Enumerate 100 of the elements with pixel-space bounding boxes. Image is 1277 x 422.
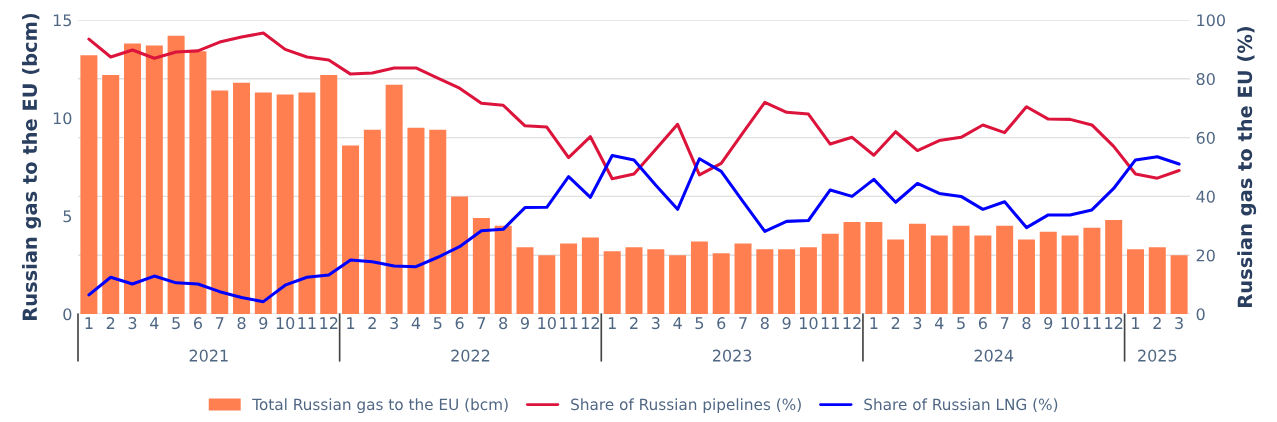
text: 2023 <box>712 349 752 362</box>
bar <box>538 255 556 314</box>
y2-tick-label: 100 <box>1197 14 1225 27</box>
x-tick-label: 10 <box>538 317 556 330</box>
x-tick-label: 5 <box>957 317 965 330</box>
x-tick-label: 4 <box>673 317 682 329</box>
y2-tick-label: 20 <box>1196 249 1215 262</box>
bar <box>80 55 98 314</box>
x-tick-label: 8 <box>1022 317 1031 330</box>
bar <box>560 243 578 314</box>
bar <box>494 225 512 314</box>
text: 2025 <box>1138 349 1177 362</box>
x-tick-label: 6 <box>193 317 202 330</box>
bar <box>342 145 360 314</box>
bar <box>1017 239 1035 314</box>
bar <box>821 233 839 314</box>
x-tick-label: 9 <box>782 317 791 330</box>
x-tick-label: 12 <box>581 317 599 329</box>
bar <box>451 196 469 314</box>
bar <box>429 129 447 314</box>
bar <box>887 239 905 314</box>
x-tick-label: 2 <box>368 317 376 329</box>
bar <box>167 35 185 314</box>
bar <box>669 255 687 314</box>
x-tick-label: 1 <box>347 317 355 329</box>
bar <box>843 221 861 314</box>
bar <box>1148 247 1166 314</box>
x-tick-label: 7 <box>215 317 224 329</box>
bar <box>690 241 708 314</box>
bar <box>1126 249 1144 314</box>
bar <box>1170 255 1188 314</box>
x-tick-label: 12 <box>843 317 861 329</box>
x-tick-label: 10 <box>276 317 295 330</box>
y-tick-label: 0 <box>63 308 72 321</box>
bar <box>799 247 817 314</box>
x-tick-label: 8 <box>237 317 246 330</box>
bar <box>952 225 970 314</box>
bar <box>407 127 425 314</box>
y-tick-label: 10 <box>53 112 72 125</box>
x-tick-label: 11 <box>821 317 839 329</box>
x-tick-label: 8 <box>760 317 769 330</box>
bar <box>974 235 992 314</box>
x-tick-label: 9 <box>1044 317 1053 330</box>
bar <box>145 45 163 314</box>
bar <box>712 253 730 314</box>
bar <box>320 74 338 314</box>
y2-axis-title: Russian gas to the EU (%) <box>1237 26 1257 307</box>
x-tick-label: 9 <box>520 317 529 330</box>
bar <box>516 247 534 314</box>
x-tick-label: 8 <box>499 317 508 330</box>
bar <box>734 243 752 314</box>
x-tick-label: 7 <box>477 317 486 329</box>
x-tick-label: 6 <box>455 317 464 330</box>
bar <box>603 251 621 314</box>
bar <box>233 82 251 314</box>
x-tick-label: 3 <box>390 317 398 330</box>
y-tick-label: 5 <box>63 210 72 223</box>
bar <box>276 94 294 314</box>
bar <box>254 92 272 314</box>
bar <box>472 217 490 314</box>
x-tick-label: 2 <box>106 317 115 329</box>
bar <box>211 90 229 314</box>
x-tick-label: 12 <box>320 317 338 329</box>
x-tick-label: 3 <box>651 317 660 330</box>
bar <box>189 51 207 314</box>
x-tick-label: 5 <box>433 317 442 330</box>
bar <box>647 249 665 314</box>
y2-tick-label: 0 <box>1196 308 1205 321</box>
x-tick-label: 4 <box>934 317 944 329</box>
legend-label: Total Russian gas to the EU (bcm) <box>252 398 508 414</box>
x-tick-label: 5 <box>172 317 180 330</box>
x-tick-label: 2 <box>891 317 900 329</box>
x-tick-label: 12 <box>1105 317 1123 329</box>
x-tick-label: 11 <box>298 317 316 329</box>
bar <box>625 247 643 314</box>
bar <box>1105 219 1123 314</box>
line-series <box>87 31 1181 181</box>
y-tick-label: 15 <box>53 14 72 27</box>
x-tick-label: 10 <box>800 317 818 330</box>
bar <box>102 74 120 314</box>
x-tick-label: 1 <box>608 317 616 329</box>
x-tick-label: 7 <box>1000 317 1009 329</box>
line-series <box>87 154 1181 304</box>
bar <box>778 249 796 314</box>
bar <box>930 235 948 314</box>
y-axis-title: Russian gas to the EU (bcm) <box>22 13 42 320</box>
legend-label: Share of Russian LNG (%) <box>864 398 1058 412</box>
bar <box>865 221 883 314</box>
x-tick-label: 2 <box>1153 317 1161 329</box>
x-tick-label: 4 <box>150 317 159 329</box>
bar <box>908 223 926 314</box>
bar <box>1083 227 1101 314</box>
y2-tick-label: 40 <box>1196 190 1215 203</box>
x-tick-label: 2 <box>630 317 638 329</box>
x-tick-label: 11 <box>1083 317 1101 329</box>
bar <box>363 129 381 314</box>
x-tick-label: 3 <box>128 317 137 330</box>
text: 2022 <box>451 349 490 362</box>
text: 2024 <box>974 349 1014 362</box>
x-tick-label: 1 <box>870 317 878 329</box>
